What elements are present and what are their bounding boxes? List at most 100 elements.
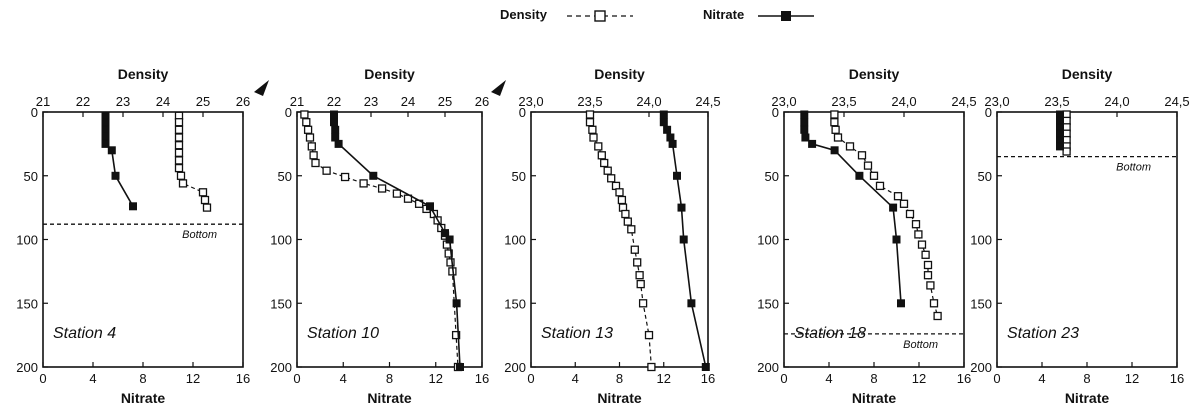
depth-tick-label: 200 [504,360,526,375]
nitrate-tick-label: 0 [780,371,787,386]
density-point [174,156,184,165]
density-point [311,158,320,168]
density-tick-label: 24 [401,94,415,109]
nitrate-tick-label: 8 [386,371,393,386]
density-axis-title: Density [118,66,169,82]
density-point [845,142,855,151]
density-point [607,174,616,183]
nitrate-point [331,125,340,134]
station-label: Station 18 [794,325,866,342]
panel-1: 21 22 23 24 25 26 Density 0 4 8 12 16 Nitrate 0 50 100 1… [16,66,250,406]
density-point [623,217,632,226]
density-point [174,141,184,150]
density-point [309,151,318,160]
nitrate-point [129,202,137,211]
density-point [635,271,644,280]
density-tick-label: 22 [327,94,341,109]
nitrate-point [673,171,681,180]
nitrate-axis-title: Nitrate [367,390,412,406]
nitrate-point [101,118,110,127]
nitrate-point [892,235,901,244]
nitrate-point [101,139,110,148]
depth-tick-label: 100 [970,233,992,248]
arrow-icon [254,80,269,96]
density-point [589,133,598,142]
nitrate-point [1056,142,1064,151]
density-point [451,330,461,340]
density-point [833,133,843,142]
legend: Density Nitrate [500,7,814,22]
nitrate-tick-label: 16 [701,371,715,386]
density-point [905,209,915,219]
density-tick-label: 21 [290,94,304,109]
nitrate-point [452,299,461,308]
panel-5: 23,0 23,5 24,0 24,5 Density 0 4 8 12 16 Nitrate 0 50… [970,66,1189,406]
nitrate-tick-label: 0 [527,371,534,386]
legend-density-label: Density [500,7,548,22]
nitrate-point [687,299,696,308]
nitrate-point [897,299,905,308]
density-tick-label: 24,5 [1164,94,1189,109]
depth-tick-label: 0 [985,105,992,120]
density-point [647,362,656,372]
depth-tick-label: 0 [519,105,526,120]
density-point [923,260,933,270]
density-tick-label: 23,0 [518,94,543,109]
density-point [597,151,606,160]
density-point [921,250,930,259]
nitrate-tick-label: 12 [657,371,671,386]
nitrate-point [369,171,378,180]
depth-tick-label: 50 [765,169,779,184]
depth-tick-label: 150 [504,296,526,311]
density-axis-title: Density [364,66,415,82]
density-tick-label: 24,0 [891,94,916,109]
panel-arrows [254,80,506,96]
depth-tick-label: 200 [270,360,292,375]
nitrate-point [456,363,464,371]
density-point [377,184,387,193]
density-point [627,225,636,234]
density-point [446,258,455,267]
bottom-depth-label: Bottom [182,229,217,241]
density-point [174,133,184,142]
density-point [322,166,331,175]
nitrate-tick-label: 4 [572,371,579,386]
nitrate-tick-label: 16 [957,371,971,386]
density-axis-title: Density [849,66,900,82]
density-point [899,199,909,208]
nitrate-tick-label: 0 [293,371,300,386]
density-tick-label: 26 [475,94,489,109]
density-point [929,299,939,308]
density-point [633,258,642,267]
density-point [200,195,210,205]
nitrate-point [107,146,116,155]
density-point [893,192,903,201]
depth-tick-label: 200 [16,360,38,375]
density-point [630,245,639,254]
density-tick-label: 24,5 [695,94,720,109]
panel-3: 23,0 23,5 24,0 24,5 Density 0 4 8 12 16 Nitrate 0 50… [504,66,720,406]
density-tick-label: 25 [196,94,210,109]
density-point [863,161,873,170]
depth-tick-label: 0 [772,105,779,120]
panel-2: 21 22 23 24 25 26 Density 0 4 8 12 16 Nitrate 0 50 100 1… [270,66,489,406]
station-label: Station 23 [1007,325,1079,342]
density-point [174,118,184,127]
density-point [926,281,935,290]
nitrate-point [426,202,434,211]
density-point [917,240,927,249]
nitrate-tick-label: 8 [139,371,146,386]
nitrate-tick-label: 4 [825,371,832,386]
density-tick-label: 23,5 [577,94,602,109]
nitrate-axis-title: Nitrate [597,390,642,406]
density-point [831,125,840,134]
density-point [305,133,315,142]
nitrate-point [445,235,454,244]
density-point [594,142,603,151]
nitrate-point [889,203,898,212]
density-point [392,189,402,198]
density-point [875,181,885,191]
density-axis-title: Density [594,66,645,82]
depth-tick-label: 0 [31,105,38,120]
density-tick-label: 23,0 [771,94,796,109]
